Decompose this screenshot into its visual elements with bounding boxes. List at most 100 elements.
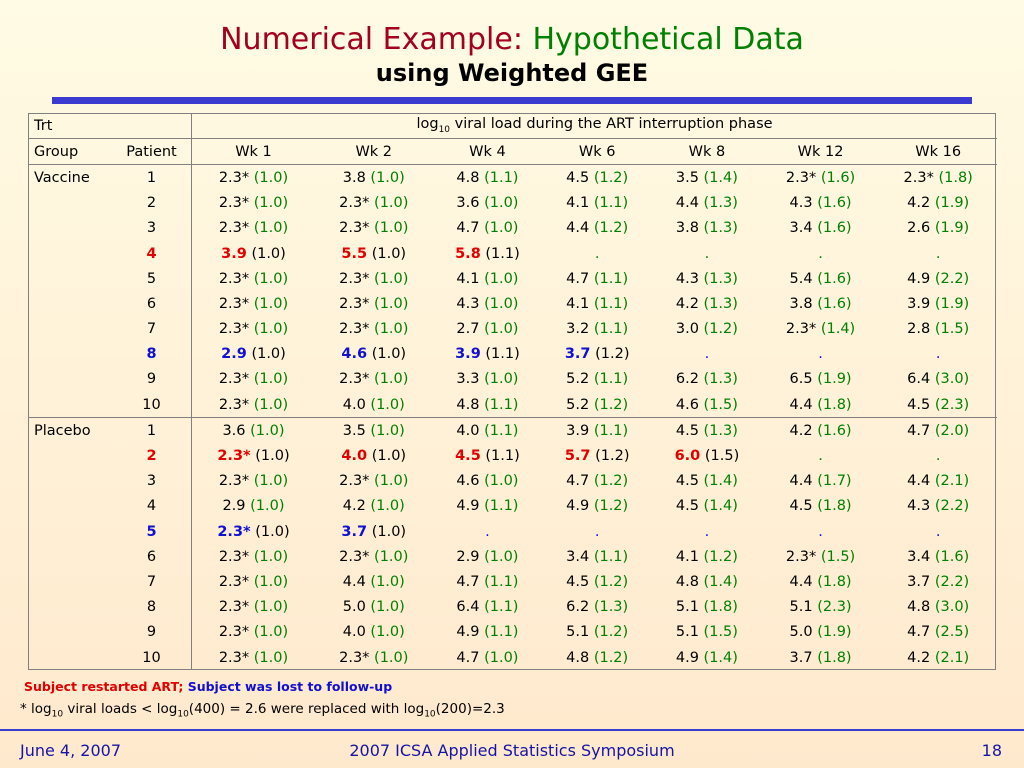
value-cell: . bbox=[879, 241, 997, 266]
group-cell bbox=[28, 443, 112, 468]
viral-load-value: 5.1 bbox=[789, 599, 813, 616]
value-cell: 2.3* (1.0) bbox=[192, 544, 315, 569]
viral-load-value: . bbox=[818, 448, 823, 465]
group-cell bbox=[28, 620, 112, 645]
value-cell: 4.7 (1.1) bbox=[542, 266, 652, 291]
viral-load-value: . bbox=[935, 523, 941, 540]
title-divider bbox=[52, 97, 972, 104]
header-group: Group bbox=[28, 138, 112, 166]
viral-load-value: 3.4 bbox=[789, 220, 813, 237]
table-row: 2 2.3* (1.0) 2.3* (1.0) 3.6 (1.0) 4.1 (1.1) 4… bbox=[28, 190, 997, 216]
viral-load-value: . bbox=[704, 346, 710, 363]
se-value: (1.0) bbox=[484, 473, 519, 490]
se-value: (1.0) bbox=[484, 270, 519, 287]
value-cell: 4.5 (1.8) bbox=[762, 494, 880, 519]
footnote-part-4: (200)=2.3 bbox=[435, 701, 505, 717]
header-week: Wk 2 bbox=[314, 138, 433, 166]
se-value: (1.8) bbox=[703, 599, 738, 616]
se-value: (1.9) bbox=[817, 371, 852, 388]
viral-load-value: 6.4 bbox=[456, 599, 480, 616]
se-value: (1.0) bbox=[374, 371, 409, 388]
patient-cell: 5 bbox=[112, 266, 192, 292]
value-cell: 4.6 (1.5) bbox=[652, 392, 762, 419]
viral-load-value: 2.3* bbox=[218, 371, 250, 388]
viral-load-value: 2.3* bbox=[339, 195, 370, 212]
viral-load-value: 4.2 bbox=[907, 195, 931, 212]
se-value: (1.3) bbox=[703, 195, 738, 212]
viral-load-value: 4.8 bbox=[566, 649, 590, 666]
value-cell: 5.1 (1.5) bbox=[652, 620, 762, 645]
patient-cell: 7 bbox=[112, 316, 192, 342]
value-cell: 4.2 (1.0) bbox=[315, 494, 433, 519]
header-patient: Patient bbox=[112, 138, 192, 166]
se-value: (1.1) bbox=[593, 195, 629, 212]
viral-load-value: 4.7 bbox=[566, 473, 590, 490]
se-value: (1.1) bbox=[485, 245, 520, 262]
value-cell: 2.3* (1.0) bbox=[315, 266, 433, 291]
se-value: (1.0) bbox=[250, 498, 285, 515]
value-cell: 4.7 (2.0) bbox=[879, 418, 997, 444]
se-value: (2.2) bbox=[934, 498, 970, 515]
viral-load-value: 3.9 bbox=[566, 422, 590, 439]
value-cell: 3.0 (1.2) bbox=[652, 317, 762, 342]
footnote-sub-3: 10 bbox=[424, 709, 436, 720]
viral-load-table: Trt log10 viral load during the ART inte… bbox=[28, 113, 997, 671]
viral-load-value: 2.3* bbox=[218, 473, 250, 490]
value-cell: . bbox=[542, 519, 652, 544]
legend-restarted: Subject restarted ART; bbox=[24, 679, 184, 694]
value-cell: 4.9 (1.1) bbox=[433, 494, 543, 519]
viral-load-value: 4.5 bbox=[789, 498, 813, 515]
viral-load-value: 4.3 bbox=[907, 498, 931, 515]
se-value: (1.0) bbox=[253, 321, 289, 338]
value-cell: 4.2 (1.9) bbox=[879, 191, 997, 216]
viral-load-value: 4.4 bbox=[789, 396, 813, 413]
group-cell bbox=[28, 519, 112, 544]
se-value: (1.9) bbox=[934, 195, 970, 212]
viral-load-value: 4.4 bbox=[789, 473, 813, 490]
se-value: (1.4) bbox=[703, 649, 738, 666]
viral-load-value: 4.8 bbox=[675, 573, 699, 590]
title-part-2: Hypothetical Data bbox=[532, 22, 804, 57]
viral-load-value: 4.4 bbox=[566, 220, 590, 237]
viral-load-value: 5.4 bbox=[789, 270, 813, 287]
value-cell: 3.7 (1.2) bbox=[542, 342, 652, 367]
se-value: (1.0) bbox=[374, 295, 409, 312]
value-cell: 4.0 (1.1) bbox=[433, 418, 543, 444]
viral-load-value: 5.0 bbox=[342, 599, 366, 616]
group-cell bbox=[28, 266, 112, 291]
value-cell: 2.3* (1.0) bbox=[315, 367, 433, 392]
value-cell: 4.7 (1.0) bbox=[433, 216, 543, 241]
value-cell: 4.3 (1.3) bbox=[652, 266, 762, 291]
viral-load-value: 2.3* bbox=[339, 220, 370, 237]
value-cell: 3.9 (1.1) bbox=[542, 418, 652, 444]
value-cell: 4.1 (1.0) bbox=[433, 266, 543, 291]
se-value: (2.2) bbox=[934, 573, 970, 590]
se-value: (1.9) bbox=[934, 295, 970, 312]
se-value: (1.1) bbox=[593, 371, 629, 388]
se-value: (1.0) bbox=[374, 220, 409, 237]
se-value: (1.0) bbox=[253, 371, 289, 388]
se-value: (2.1) bbox=[934, 473, 970, 490]
se-value: (1.1) bbox=[484, 624, 519, 641]
value-cell: 2.9 (1.0) bbox=[192, 494, 315, 519]
se-value: (1.0) bbox=[484, 295, 519, 312]
value-cell: 4.9 (1.1) bbox=[433, 620, 543, 645]
se-value: (1.1) bbox=[484, 396, 519, 413]
se-value: (1.1) bbox=[484, 573, 519, 590]
table-row: 7 2.3* (1.0) 2.3* (1.0) 2.7 (1.0) 3.2 (1.1) 3… bbox=[28, 316, 997, 342]
viral-load-value: 2.3* bbox=[218, 220, 250, 237]
se-value: (1.2) bbox=[593, 473, 629, 490]
viral-load-value: 2.3* bbox=[785, 548, 817, 565]
se-value: (1.5) bbox=[934, 321, 970, 338]
viral-load-value: 5.7 bbox=[564, 448, 591, 465]
value-cell: 2.3* (1.5) bbox=[762, 544, 880, 569]
se-value: (1.0) bbox=[371, 523, 407, 540]
se-value: (1.0) bbox=[484, 649, 519, 666]
value-cell: 4.8 (1.2) bbox=[542, 645, 652, 670]
value-cell: 4.5 (2.3) bbox=[879, 392, 997, 419]
group-cell bbox=[28, 494, 112, 519]
se-value: (1.0) bbox=[255, 523, 290, 540]
se-value: (1.0) bbox=[250, 422, 285, 439]
se-value: (1.2) bbox=[595, 448, 630, 465]
se-value: (1.6) bbox=[820, 169, 856, 186]
